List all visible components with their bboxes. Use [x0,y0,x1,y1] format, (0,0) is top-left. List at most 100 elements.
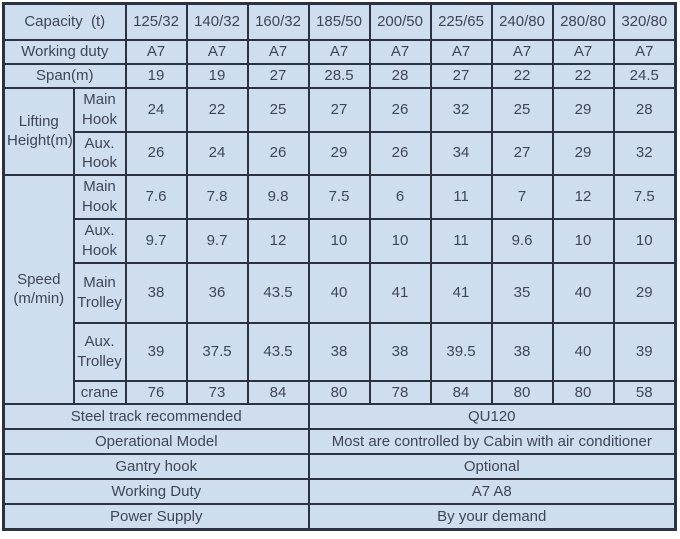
speed-aux-trolley-label-cell: Aux. Trolley [72,321,127,382]
working-duty-value-cell: A7 [429,38,493,65]
lifting-main-hook-label-cell: Main Hook [72,86,127,133]
speed-main-trolley-value-cell: 40 [307,261,371,324]
row-speed-aux-trolley: Aux. Trolley 39 37.5 43.5 38 38 39.5 38 … [4,321,677,382]
lifting-aux-hook-value-cell: 27 [490,130,554,176]
speed-aux-hook-value-cell: 10 [612,217,677,264]
speed-crane-value-cell: 73 [185,379,249,405]
lifting-aux-hook-value-cell: 34 [429,130,493,176]
lifting-main-hook-value-cell: 25 [490,86,554,133]
lifting-aux-hook-label-cell: Aux. Hook [72,130,127,176]
capacity-value-cell: 280/80 [551,2,615,41]
lifting-main-hook-value-cell: 29 [551,86,615,133]
speed-main-trolley-value-cell: 38 [124,261,188,324]
span-header-cell: Span(m) [2,62,127,89]
speed-aux-hook-label-cell: Aux. Hook [72,217,127,264]
row-speed-main-hook: Speed (m/min) Main Hook 7.6 7.8 9.8 7.5 … [2,173,677,405]
lifting-aux-hook-value-cell: 29 [551,130,615,176]
speed-aux-hook-value-cell: 10 [368,217,432,264]
row-speed-crane: crane 76 73 84 80 78 84 80 80 58 [4,379,677,405]
speed-aux-hook-value-cell: 9.7 [124,217,188,264]
row-working-duty-footer: Working Duty A7 A8 [2,478,677,505]
row-lifting-main-hook: Lifting Height(m) Main Hook 24 22 25 27 … [2,86,677,176]
span-value-cell: 27 [246,62,310,89]
lifting-aux-hook-value-cell: 32 [612,130,677,176]
speed-aux-trolley-value-cell: 40 [551,321,615,382]
steel-track-value-cell: QU120 [307,403,677,430]
speed-main-trolley-value-cell: 29 [612,261,677,324]
speed-crane-value-cell: 80 [551,379,615,405]
lifting-main-hook-value-cell: 25 [246,86,310,133]
speed-aux-trolley-value-cell: 43.5 [246,321,310,382]
speed-main-trolley-value-cell: 35 [490,261,554,324]
speed-main-trolley-label-cell: Main Trolley [72,261,127,324]
speed-aux-hook-value-cell: 9.6 [490,217,554,264]
gantry-hook-label-cell: Gantry hook [2,453,310,480]
speed-main-hook-value-cell: 7.5 [307,173,371,220]
power-supply-label-cell: Power Supply [2,503,310,530]
lifting-aux-hook-value-cell: 26 [124,130,188,176]
speed-aux-trolley-value-cell: 39 [124,321,188,382]
working-duty-value-cell: A7 [185,38,249,65]
speed-aux-hook-value-cell: 10 [307,217,371,264]
crane-spec-table: Capacity (t) 125/32 140/32 160/32 185/50… [2,2,678,531]
working-duty-footer-value-cell: A7 A8 [307,478,677,505]
operational-model-label-cell: Operational Model [2,428,310,455]
lifting-aux-hook-value-cell: 26 [246,130,310,176]
speed-aux-hook-value-cell: 12 [246,217,310,264]
span-value-cell: 22 [490,62,554,89]
working-duty-value-cell: A7 [612,38,677,65]
speed-aux-trolley-value-cell: 38 [307,321,371,382]
speed-main-hook-value-cell: 7.5 [612,173,677,220]
row-steel-track: Steel track recommended QU120 [2,403,677,430]
span-value-cell: 19 [124,62,188,89]
working-duty-value-cell: A7 [551,38,615,65]
working-duty-value-cell: A7 [307,38,371,65]
power-supply-value-cell: By your demand [307,503,677,530]
speed-main-hook-value-cell: 11 [429,173,493,220]
speed-aux-hook-value-cell: 11 [429,217,493,264]
lifting-main-hook-value-cell: 24 [124,86,188,133]
lifting-main-hook-value-cell: 22 [185,86,249,133]
speed-crane-value-cell: 84 [246,379,310,405]
operational-model-value-cell: Most are controlled by Cabin with air co… [307,428,677,455]
capacity-value-cell: 320/80 [612,2,677,41]
row-speed-main-trolley: Main Trolley 38 36 43.5 40 41 41 35 40 2… [4,261,677,324]
row-speed-aux-hook: Aux. Hook 9.7 9.7 12 10 10 11 9.6 10 10 [4,217,677,264]
capacity-value-cell: 200/50 [368,2,432,41]
row-operational-model: Operational Model Most are controlled by… [2,428,677,455]
capacity-value-cell: 125/32 [124,2,188,41]
working-duty-value-cell: A7 [124,38,188,65]
lifting-aux-hook-value-cell: 29 [307,130,371,176]
speed-main-hook-label-cell: Main Hook [72,173,127,220]
row-working-duty: Working duty A7 A7 A7 A7 A7 A7 A7 A7 A7 [2,38,677,65]
speed-aux-trolley-value-cell: 38 [368,321,432,382]
row-gantry-hook: Gantry hook Optional [2,453,677,480]
speed-crane-value-cell: 76 [124,379,188,405]
span-value-cell: 27 [429,62,493,89]
speed-main-trolley-value-cell: 41 [368,261,432,324]
capacity-value-cell: 240/80 [490,2,554,41]
lifting-main-hook-value-cell: 32 [429,86,493,133]
speed-main-hook-value-cell: 7.6 [124,173,188,220]
speed-main-hook-value-cell: 7 [490,173,554,220]
span-value-cell: 28.5 [307,62,371,89]
lifting-main-hook-value-cell: 26 [368,86,432,133]
row-capacity: Capacity (t) 125/32 140/32 160/32 185/50… [2,2,677,41]
speed-crane-value-cell: 80 [307,379,371,405]
speed-main-trolley-value-cell: 36 [185,261,249,324]
speed-main-trolley-value-cell: 41 [429,261,493,324]
speed-main-trolley-value-cell: 40 [551,261,615,324]
steel-track-label-cell: Steel track recommended [2,403,310,430]
capacity-value-cell: 185/50 [307,2,371,41]
span-value-cell: 22 [551,62,615,89]
row-span: Span(m) 19 19 27 28.5 28 27 22 22 24.5 [2,62,677,89]
lifting-main-hook-value-cell: 28 [612,86,677,133]
speed-aux-trolley-value-cell: 37.5 [185,321,249,382]
span-value-cell: 19 [185,62,249,89]
lifting-main-hook-value-cell: 27 [307,86,371,133]
speed-aux-hook-value-cell: 9.7 [185,217,249,264]
speed-main-hook-value-cell: 6 [368,173,432,220]
speed-crane-value-cell: 80 [490,379,554,405]
working-duty-value-cell: A7 [490,38,554,65]
speed-aux-hook-value-cell: 10 [551,217,615,264]
